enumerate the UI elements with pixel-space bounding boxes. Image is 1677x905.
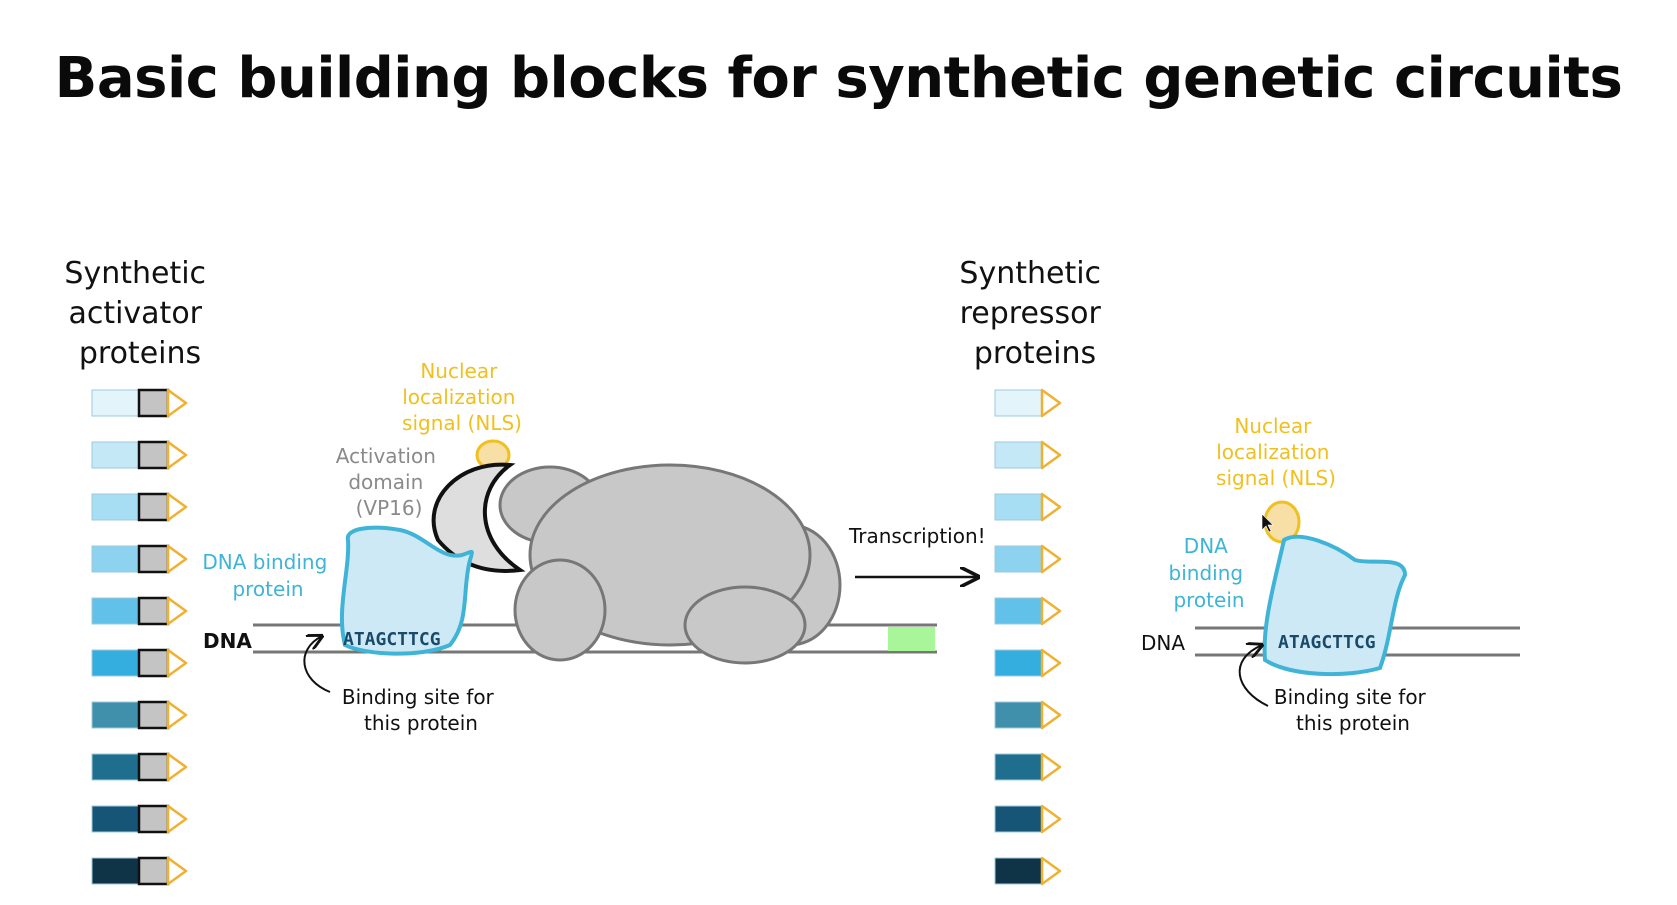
binding-domain-block [994, 597, 1043, 625]
nls-tip [166, 752, 188, 782]
binding-domain-block [994, 753, 1043, 781]
nls-tip [166, 544, 188, 574]
binding-domain-block [91, 649, 140, 677]
protein-part [91, 596, 188, 626]
nls-tip [1040, 544, 1062, 574]
nls-label: Nuclear localization signal (NLS) [1216, 414, 1336, 490]
nls-tip [166, 596, 188, 626]
protein-part [91, 440, 188, 470]
protein-part [91, 648, 188, 678]
dna-binding-protein [1262, 534, 1408, 677]
activator-heading: Synthetic activator proteins [64, 256, 215, 371]
nls-tip [1040, 596, 1062, 626]
nls-label: Nuclear localization signal (NLS) [402, 359, 522, 435]
activation-domain-label: Activation domain (VP16) [336, 444, 443, 520]
nls-tip [166, 700, 188, 730]
nls-tip [166, 804, 188, 834]
page-title: Basic building blocks for synthetic gene… [54, 46, 1623, 111]
binding-domain-block [994, 441, 1043, 469]
protein-part [91, 388, 188, 418]
mouse-cursor [1261, 513, 1274, 533]
repressor-panel: DNA ATAGCTTCG Nuclear localization signa… [1141, 414, 1520, 735]
nls-tip [166, 856, 188, 886]
protein-part [994, 648, 1062, 678]
protein-part [994, 596, 1062, 626]
protein-part [91, 492, 188, 522]
protein-part [994, 804, 1062, 834]
protein-part [91, 752, 188, 782]
protein-part [994, 440, 1062, 470]
nls-tip [1040, 648, 1062, 678]
nls-tip [166, 440, 188, 470]
activator-panel: DNA ATAGCTTCG Nuclear localization signa… [202, 359, 985, 735]
protein-part [91, 804, 188, 834]
binding-domain-block [994, 649, 1043, 677]
nls-tip [1040, 440, 1062, 470]
binding-domain-block [994, 857, 1043, 885]
dna-label: DNA [1141, 631, 1185, 655]
activation-domain-block [137, 440, 170, 470]
repressor-protein-list [994, 388, 1062, 886]
activation-domain-block [137, 856, 170, 886]
dna-binding-protein [339, 525, 474, 656]
activation-domain-block [137, 804, 170, 834]
binding-site-arrow [303, 636, 331, 693]
binding-sequence: ATAGCTTCG [1278, 632, 1376, 653]
binding-domain-block [994, 701, 1043, 729]
activation-domain-block [137, 700, 170, 730]
nls-tip [1040, 388, 1062, 418]
binding-domain-block [91, 805, 140, 833]
binding-domain-block [91, 597, 140, 625]
nls-tip [1040, 856, 1062, 886]
binding-domain-block [91, 545, 140, 573]
protein-part [994, 492, 1062, 522]
protein-part [994, 544, 1062, 574]
dna-label: DNA [203, 629, 252, 653]
binding-domain-block [91, 389, 140, 417]
activation-domain-block [137, 544, 170, 574]
binding-site-label: Binding site for this protein [342, 685, 500, 735]
binding-domain-block [91, 493, 140, 521]
protein-part [91, 856, 188, 886]
rna-polymerase [498, 463, 842, 665]
binding-domain-block [91, 857, 140, 885]
nls-tip [166, 388, 188, 418]
binding-domain-block [91, 441, 140, 469]
dna-binding-label: DNA binding protein [1169, 534, 1250, 612]
nls-tip [1040, 752, 1062, 782]
protein-part [91, 700, 188, 730]
binding-domain-block [994, 805, 1043, 833]
activation-domain-block [137, 752, 170, 782]
binding-domain-block [91, 753, 140, 781]
binding-sequence: ATAGCTTCG [343, 629, 441, 650]
transcription-label: Transcription! [848, 524, 986, 548]
protein-part [994, 388, 1062, 418]
gene-segment [888, 627, 935, 651]
binding-domain-block [994, 389, 1043, 417]
binding-domain-block [91, 701, 140, 729]
nls-tip [166, 648, 188, 678]
repressor-heading: Synthetic repressor proteins [959, 256, 1110, 371]
protein-part [994, 700, 1062, 730]
nls-tip [1040, 700, 1062, 730]
binding-site-label: Binding site for this protein [1274, 685, 1432, 735]
binding-domain-block [994, 493, 1043, 521]
protein-part [91, 544, 188, 574]
activation-domain-block [137, 648, 170, 678]
protein-part [994, 856, 1062, 886]
binding-site-arrow [1238, 645, 1269, 707]
activation-domain-block [137, 596, 170, 626]
nls-tip [1040, 492, 1062, 522]
dna-binding-label: DNA binding protein [202, 550, 333, 601]
nls-tip [1040, 804, 1062, 834]
activation-domain-block [137, 388, 170, 418]
activation-domain [431, 462, 526, 573]
protein-part [994, 752, 1062, 782]
nls-tip [166, 492, 188, 522]
activation-domain-block [137, 492, 170, 522]
activator-protein-list [91, 388, 188, 886]
binding-domain-block [994, 545, 1043, 573]
